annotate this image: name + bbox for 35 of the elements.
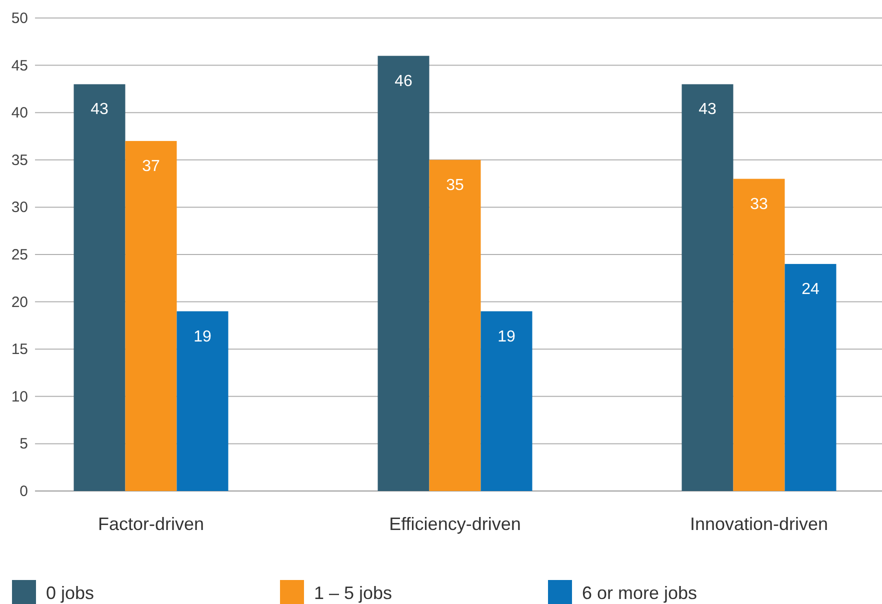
bar [480,311,532,491]
legend-label: 1 – 5 jobs [314,583,392,603]
bar [176,311,228,491]
data-label: 24 [802,280,820,298]
y-tick-label: 40 [11,104,28,122]
data-label: 46 [394,72,412,90]
y-tick-label: 10 [11,388,28,406]
y-tick-label: 0 [20,483,28,500]
y-tick-label: 5 [20,436,28,453]
bar [682,84,734,491]
data-label: 37 [142,158,160,175]
x-tick-label: Factor-driven [98,514,204,534]
data-label: 43 [698,101,716,118]
data-label: 19 [498,328,516,346]
data-label: 35 [446,176,464,194]
x-tick-label: Innovation-driven [690,514,828,534]
legend-label: 6 or more jobs [582,583,698,603]
y-tick-label: 50 [11,10,28,27]
y-tick-label: 15 [11,341,28,358]
bar [733,178,785,491]
legend-label: 0 jobs [46,583,94,603]
y-tick-label: 35 [11,152,28,169]
bar [74,84,126,491]
data-label: 43 [90,101,108,118]
y-tick-label: 45 [11,57,28,74]
y-tick-label: 25 [11,246,28,264]
bar [784,264,836,491]
bar [378,56,430,491]
bar [429,160,481,491]
y-tick-label: 30 [11,199,28,216]
data-label: 33 [750,196,768,213]
data-label: 19 [194,328,212,346]
x-tick-label: Efficiency-driven [389,514,521,534]
bar [125,140,177,491]
y-tick-label: 20 [11,294,28,311]
